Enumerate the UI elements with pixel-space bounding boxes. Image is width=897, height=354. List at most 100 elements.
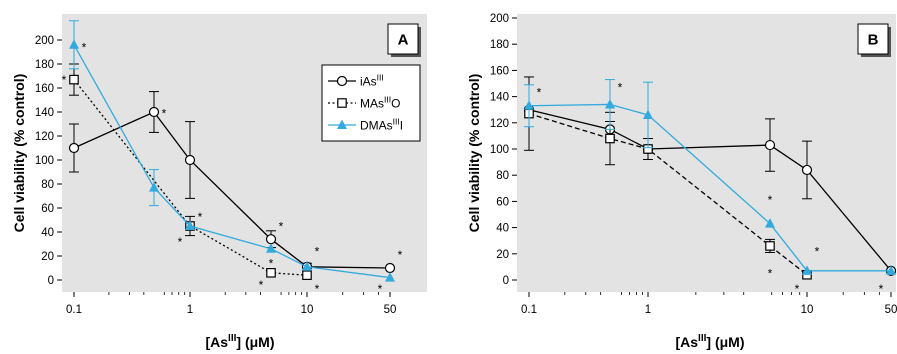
y-tick-label: 0 [503, 275, 509, 287]
y-tick-label: 0 [48, 275, 54, 287]
legend-label-suffix: O [391, 97, 400, 111]
significance-asterisk: * [815, 244, 820, 258]
significance-asterisk: * [398, 248, 403, 262]
y-tick-label: 120 [490, 118, 509, 130]
legend-label-name: DMAs [360, 119, 393, 133]
data-point-circle [148, 106, 160, 118]
y-tick-label: 80 [41, 179, 54, 191]
panel-label-box [387, 23, 419, 55]
significance-asterisk: * [82, 41, 87, 55]
data-point-square [765, 241, 775, 251]
data-point-triangle [185, 220, 195, 230]
x-tick-label: 0.1 [66, 304, 82, 316]
significance-asterisk: * [62, 73, 67, 87]
y-axis-label: Cell viability (% control) [466, 74, 482, 233]
y-axis-label: Cell viability (% control) [11, 74, 27, 233]
y-tick-label: 20 [496, 249, 509, 261]
chart-panel-A: 0 20 40 60 80 100 120 140 160 180 200 0.1 1 10 50 Cell … [11, 14, 427, 350]
legend-label-name: iAs [360, 75, 377, 89]
data-point-triangle [886, 265, 896, 275]
y-tick-label: 60 [41, 203, 54, 215]
plot-background [517, 14, 896, 292]
legend-marker-circle [336, 75, 348, 87]
x-tick-label: 50 [885, 304, 897, 316]
data-point-triangle [149, 182, 159, 192]
data-point-triangle [266, 243, 276, 253]
data-point-triangle [385, 272, 395, 282]
data-point-square [266, 268, 276, 278]
x-axis-label: [AsIII] (μM) [675, 333, 744, 350]
x-axis-label-sup: III [698, 333, 707, 344]
legend-label-suffix: I [400, 119, 403, 133]
y-tick-label: 160 [490, 65, 509, 77]
significance-asterisk: * [879, 282, 884, 296]
significance-asterisk: * [795, 282, 800, 296]
legend-label-sup: III [384, 95, 391, 105]
y-tick-label: 60 [496, 196, 509, 208]
y-tick-label: 160 [35, 83, 54, 95]
legend-label-sup: III [377, 73, 384, 83]
panel-label-box [857, 23, 889, 55]
series-line [528, 103, 891, 272]
legend-label: MAsIIIO [360, 95, 400, 111]
significance-asterisk: * [162, 107, 167, 121]
x-tick-label: 50 [384, 304, 397, 316]
data-point-triangle [765, 218, 775, 228]
data-point-circle [68, 142, 80, 154]
series-line [528, 109, 892, 272]
x-tick-label: 10 [301, 304, 314, 316]
legend-label: iAsIII [360, 73, 384, 89]
series-line [73, 111, 391, 269]
legend-label-name: MAs [360, 97, 384, 111]
data-point-circle [265, 234, 277, 245]
series-dmas [524, 79, 896, 275]
y-tick-label: 120 [35, 131, 54, 143]
significance-asterisk: * [198, 210, 203, 224]
x-tick-label: 10 [801, 304, 814, 316]
y-tick-label: 40 [41, 227, 54, 239]
data-point-square [69, 74, 79, 85]
data-point-triangle [524, 100, 534, 110]
x-axis-label-post: ] (μM) [236, 334, 274, 350]
significance-asterisk: * [279, 219, 284, 233]
y-tick-label: 200 [490, 13, 509, 25]
y-tick-label: 80 [496, 170, 509, 182]
y-tick-label: 20 [41, 251, 54, 263]
y-tick-label: 180 [490, 39, 509, 51]
data-point-square [302, 270, 312, 280]
panel-label: A [398, 32, 409, 49]
data-point-triangle [302, 261, 312, 271]
legend-marker-triangle [337, 119, 347, 129]
data-point-circle [184, 154, 196, 166]
significance-asterisk: * [315, 245, 320, 259]
x-tick-label: 1 [645, 304, 651, 316]
x-axis-label-pre: [As [675, 334, 698, 350]
series-line [73, 44, 391, 279]
x-tick-label: 1 [187, 304, 193, 316]
significance-asterisk: * [259, 278, 264, 292]
panel-label: B [868, 32, 879, 49]
data-point-circle [384, 262, 396, 274]
legend-label: DMAsIIII [360, 117, 403, 133]
x-axis-label-post: ] (μM) [706, 334, 744, 350]
y-tick-label: 180 [35, 59, 54, 71]
x-axis-label-pre: [As [205, 334, 228, 350]
x-axis-label-sup: III [228, 333, 237, 344]
significance-asterisk: * [618, 81, 623, 95]
significance-asterisk: * [768, 267, 773, 281]
y-tick-label: 100 [490, 144, 509, 156]
significance-asterisk: * [537, 86, 542, 100]
significance-asterisk: * [768, 193, 773, 207]
data-point-circle [764, 139, 776, 151]
significance-asterisk: * [269, 257, 274, 271]
data-point-circle [801, 164, 813, 176]
y-tick-label: 200 [35, 35, 54, 47]
significance-asterisk: * [378, 282, 383, 296]
legend-label-sup: III [393, 117, 400, 127]
series-dmas [69, 20, 395, 282]
x-tick-label: 0.1 [521, 304, 537, 316]
data-point-triangle [69, 39, 79, 49]
chart-panel-B: 0 20 40 60 80 100 120 140 160 180 200 0.1 1 10 50 Cell … [466, 13, 897, 350]
data-point-triangle [605, 98, 615, 109]
